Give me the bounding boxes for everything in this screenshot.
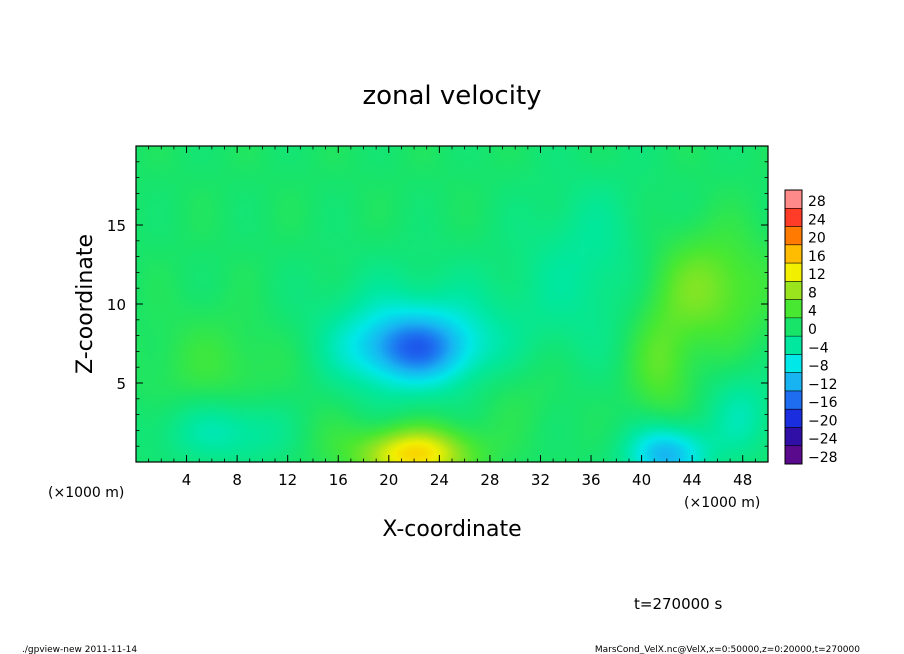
colorbar-label: 4	[808, 304, 817, 320]
colorbar-swatch	[785, 445, 802, 465]
footer-right-text: MarsCond_VelX.nc@VelX,x=0:50000,z=0:2000…	[595, 645, 860, 654]
colorbar-swatch	[785, 336, 802, 355]
x-axis-label: X-coordinate	[382, 517, 521, 542]
y-axis-ticks: 5 10 15	[107, 161, 768, 447]
x-tick-label: 48	[733, 471, 752, 489]
colorbar-label: −28	[808, 450, 838, 466]
x-tick-label: 16	[329, 471, 348, 489]
x-tick-label: 12	[278, 471, 297, 489]
x-tick-label: 24	[430, 471, 449, 489]
colorbar-label: 8	[808, 285, 817, 301]
colorbar-frame	[784, 189, 803, 465]
y-tick-label: 15	[107, 217, 126, 235]
velocity-field	[136, 146, 768, 462]
x-unit-note-left: (×1000 m)	[48, 485, 124, 501]
footer-left-text: ./gpview-new 2011-11-14	[22, 645, 137, 654]
x-tick-label: 28	[480, 471, 499, 489]
colorbar-swatch	[785, 190, 802, 209]
colorbar-swatch	[785, 263, 802, 282]
colorbar-label: 0	[808, 322, 817, 338]
colorbar-label: −12	[808, 377, 838, 393]
x-tick-label: 36	[581, 471, 600, 489]
x-axis-ticks: 4 8 12 16 20 24 28 32 36 40 44 48	[148, 146, 756, 489]
colorbar-label: 24	[808, 212, 826, 228]
colorbar-label: 12	[808, 267, 826, 283]
colorbar-label: −8	[808, 359, 829, 375]
colorbar-label: 20	[808, 231, 826, 247]
colorbar-swatch	[785, 317, 802, 337]
x-unit-note-right: (×1000 m)	[684, 495, 760, 511]
colorbar-swatch	[785, 427, 802, 447]
colorbar: 28 24 20 16 12 8 4 0 −4 −8 −12 −16 −20 −24 −28	[784, 189, 838, 466]
x-tick-label: 4	[182, 471, 192, 489]
colorbar-swatch	[785, 409, 802, 428]
x-tick-label: 44	[683, 471, 702, 489]
colorbar-swatch	[785, 226, 802, 246]
colorbar-swatch	[785, 244, 802, 264]
colorbar-label: 28	[808, 194, 826, 210]
colorbar-swatch	[785, 372, 802, 392]
colorbar-swatch	[785, 354, 802, 373]
time-label: t=270000 s	[634, 595, 722, 613]
x-tick-label: 20	[379, 471, 398, 489]
chart-title: zonal velocity	[362, 81, 541, 111]
colorbar-label: −16	[808, 395, 838, 411]
colorbar-swatch	[785, 281, 802, 300]
x-tick-label: 40	[632, 471, 651, 489]
colorbar-swatch	[785, 390, 802, 410]
colorbar-swatch	[785, 208, 802, 227]
colorbar-label: −24	[808, 432, 838, 448]
x-tick-label: 32	[531, 471, 550, 489]
y-tick-label: 5	[116, 375, 126, 393]
colorbar-swatch	[785, 299, 802, 319]
y-axis-label: Z-coordinate	[73, 234, 98, 374]
colorbar-label: 16	[808, 249, 826, 265]
x-tick-label: 8	[232, 471, 242, 489]
colorbar-label: −20	[808, 413, 838, 429]
colorbar-label: −4	[808, 340, 829, 356]
y-tick-label: 10	[107, 296, 126, 314]
